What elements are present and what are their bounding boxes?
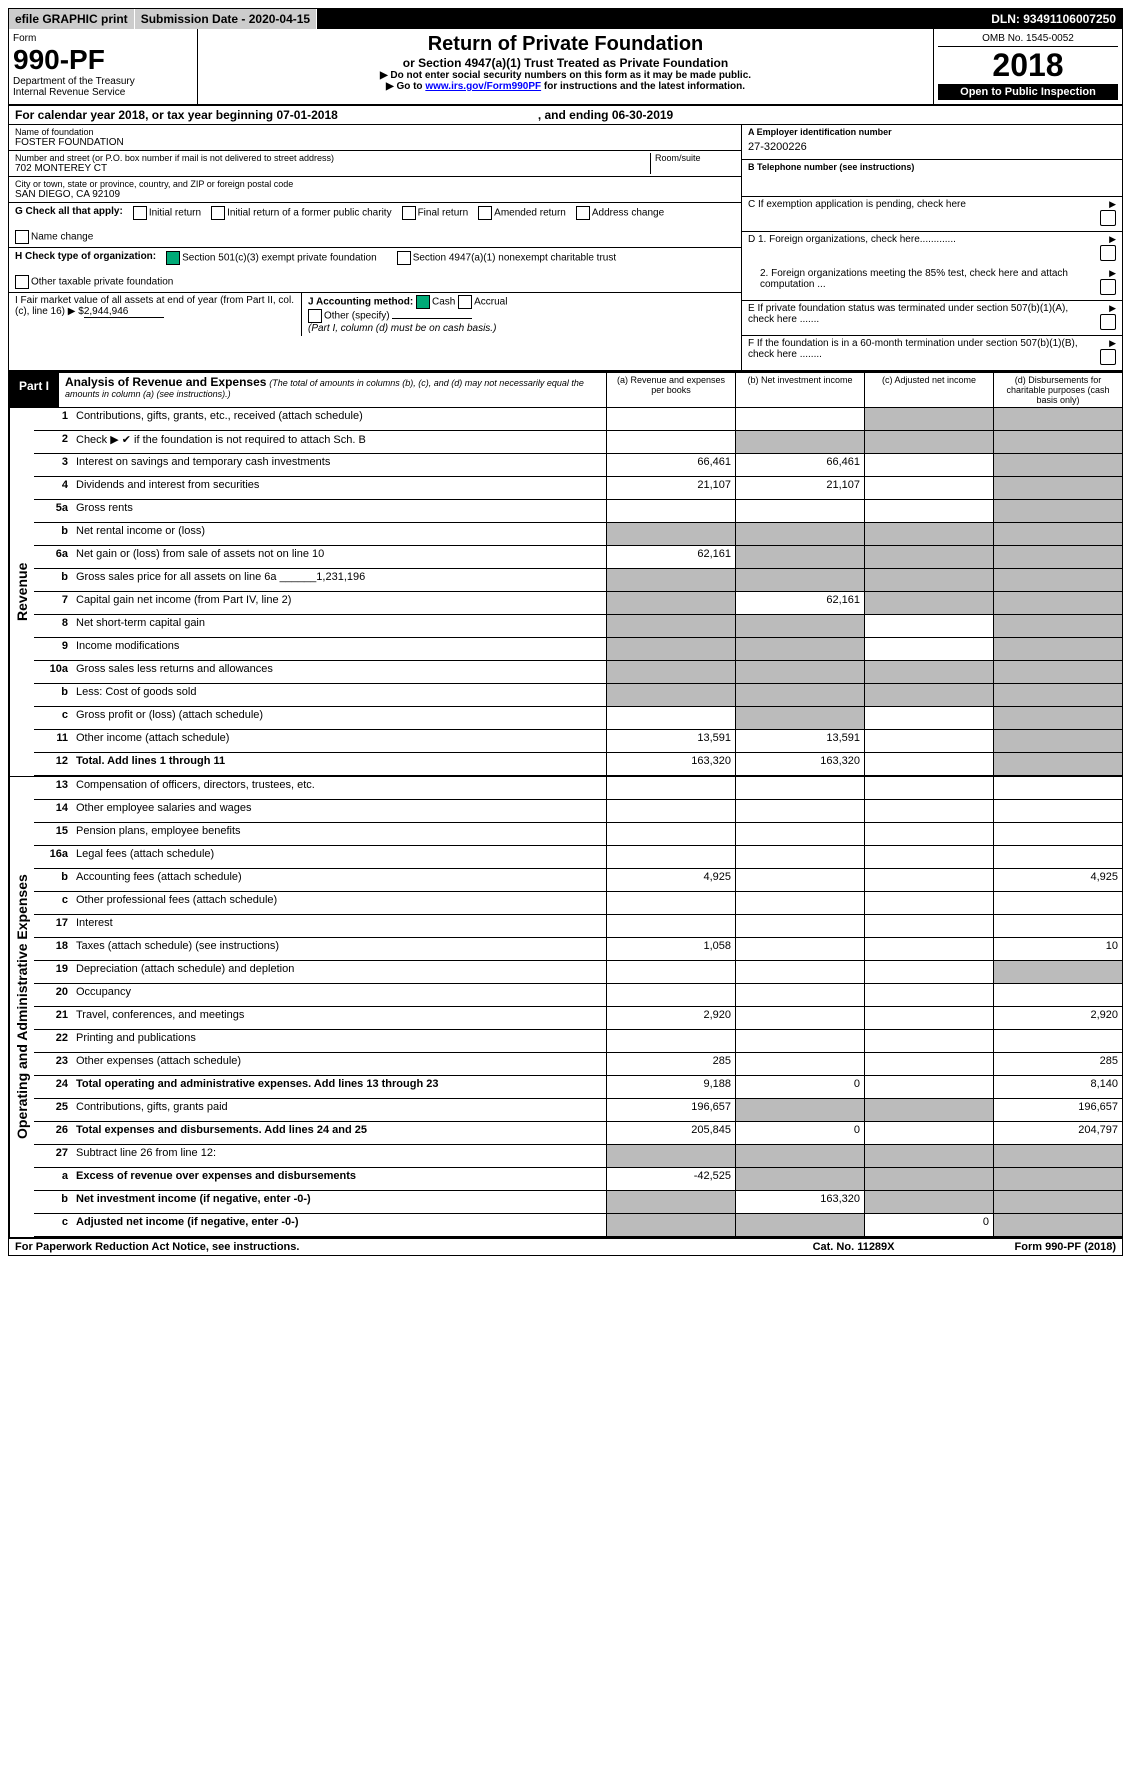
city: SAN DIEGO, CA 92109 [15,189,735,200]
table-row: 13Compensation of officers, directors, t… [34,777,1122,800]
checkbox-d2[interactable] [1100,279,1116,295]
table-row: cAdjusted net income (if negative, enter… [34,1214,1122,1237]
address: 702 MONTEREY CT [15,163,650,174]
checkbox-c[interactable] [1100,210,1116,226]
section-f: F If the foundation is in a 60-month ter… [748,338,1096,368]
table-row: 10aGross sales less returns and allowanc… [34,661,1122,684]
table-row: 6aNet gain or (loss) from sale of assets… [34,546,1122,569]
info-block: Name of foundationFOSTER FOUNDATION Numb… [9,125,1122,371]
form-header: Form 990-PF Department of the Treasury I… [9,29,1122,106]
fmv: 2,944,946 [84,306,164,318]
form-label: Form [13,33,193,44]
revenue-section: Revenue 1Contributions, gifts, grants, e… [9,408,1122,776]
irs: Internal Revenue Service [13,87,193,98]
table-row: bLess: Cost of goods sold [34,684,1122,707]
table-row: 9Income modifications [34,638,1122,661]
table-row: bAccounting fees (attach schedule)4,9254… [34,869,1122,892]
checkbox-e[interactable] [1100,314,1116,330]
revenue-side-label: Revenue [9,408,34,776]
section-g: G Check all that apply: Initial return I… [9,203,741,248]
table-row: bNet rental income or (loss) [34,523,1122,546]
calendar-year: For calendar year 2018, or tax year begi… [9,106,1122,125]
table-row: 3Interest on savings and temporary cash … [34,454,1122,477]
table-row: 1Contributions, gifts, grants, etc., rec… [34,408,1122,431]
table-row: aExcess of revenue over expenses and dis… [34,1168,1122,1191]
checkbox-f[interactable] [1100,349,1116,365]
part-label: Part I [9,373,59,407]
table-row: 24Total operating and administrative exp… [34,1076,1122,1099]
dept: Department of the Treasury [13,76,193,87]
section-ij: I Fair market value of all assets at end… [9,293,741,336]
efile-label[interactable]: efile GRAPHIC print [9,9,135,29]
table-row: 17Interest [34,915,1122,938]
table-row: 23Other expenses (attach schedule)285285 [34,1053,1122,1076]
tax-year: 2018 [938,47,1118,84]
col-b: (b) Net investment income [735,373,864,407]
table-row: 18Taxes (attach schedule) (see instructi… [34,938,1122,961]
section-h: H Check type of organization: ✔Section 5… [9,248,741,293]
table-row: 21Travel, conferences, and meetings2,920… [34,1007,1122,1030]
irs-link[interactable]: www.irs.gov/Form990PF [425,81,541,92]
section-d1: D 1. Foreign organizations, check here..… [748,234,1096,264]
form-number: 990-PF [13,44,193,76]
expense-section: Operating and Administrative Expenses 13… [9,776,1122,1237]
table-row: 20Occupancy [34,984,1122,1007]
table-row: 7Capital gain net income (from Part IV, … [34,592,1122,615]
table-row: 22Printing and publications [34,1030,1122,1053]
ein-label: A Employer identification number [748,127,1116,137]
table-row: 8Net short-term capital gain [34,615,1122,638]
expense-side-label: Operating and Administrative Expenses [9,777,34,1237]
note-1: ▶ Do not enter social security numbers o… [202,70,929,81]
table-row: 4Dividends and interest from securities2… [34,477,1122,500]
form-subtitle: or Section 4947(a)(1) Trust Treated as P… [202,56,929,70]
dln: DLN: 93491106007250 [985,9,1122,29]
section-e: E If private foundation status was termi… [748,303,1096,333]
table-row: 2Check ▶ ✔ if the foundation is not requ… [34,431,1122,454]
note-2: ▶ Go to www.irs.gov/Form990PF for instru… [202,81,929,92]
table-row: 15Pension plans, employee benefits [34,823,1122,846]
table-row: cGross profit or (loss) (attach schedule… [34,707,1122,730]
table-row: 5aGross rents [34,500,1122,523]
submission-date: Submission Date - 2020-04-15 [135,9,317,29]
form-title: Return of Private Foundation [202,33,929,56]
table-row: 12Total. Add lines 1 through 11163,32016… [34,753,1122,776]
foundation-name: FOSTER FOUNDATION [15,137,735,148]
name-label: Name of foundation [15,127,735,137]
table-row: 25Contributions, gifts, grants paid196,6… [34,1099,1122,1122]
section-d2: 2. Foreign organizations meeting the 85%… [748,268,1096,298]
open-inspection: Open to Public Inspection [938,84,1118,100]
footer: For Paperwork Reduction Act Notice, see … [9,1237,1122,1255]
table-row: 27Subtract line 26 from line 12: [34,1145,1122,1168]
table-row: 19Depreciation (attach schedule) and dep… [34,961,1122,984]
col-a: (a) Revenue and expenses per books [606,373,735,407]
table-row: 16aLegal fees (attach schedule) [34,846,1122,869]
table-row: 26Total expenses and disbursements. Add … [34,1122,1122,1145]
table-row: 11Other income (attach schedule)13,59113… [34,730,1122,753]
table-row: cOther professional fees (attach schedul… [34,892,1122,915]
col-c: (c) Adjusted net income [864,373,993,407]
tel-label: B Telephone number (see instructions) [748,162,1116,172]
part1-header: Part I Analysis of Revenue and Expenses … [9,371,1122,408]
addr-label: Number and street (or P.O. box number if… [15,153,650,163]
city-label: City or town, state or province, country… [15,179,735,189]
section-c: C If exemption application is pending, c… [748,199,1096,229]
top-header: efile GRAPHIC print Submission Date - 20… [9,9,1122,29]
table-row: 14Other employee salaries and wages [34,800,1122,823]
omb: OMB No. 1545-0052 [938,33,1118,47]
ein: 27-3200226 [748,137,1116,157]
col-d: (d) Disbursements for charitable purpose… [993,373,1122,407]
form-page: efile GRAPHIC print Submission Date - 20… [8,8,1123,1256]
checkbox-d1[interactable] [1100,245,1116,261]
room-label: Room/suite [655,153,735,163]
table-row: bGross sales price for all assets on lin… [34,569,1122,592]
table-row: bNet investment income (if negative, ent… [34,1191,1122,1214]
